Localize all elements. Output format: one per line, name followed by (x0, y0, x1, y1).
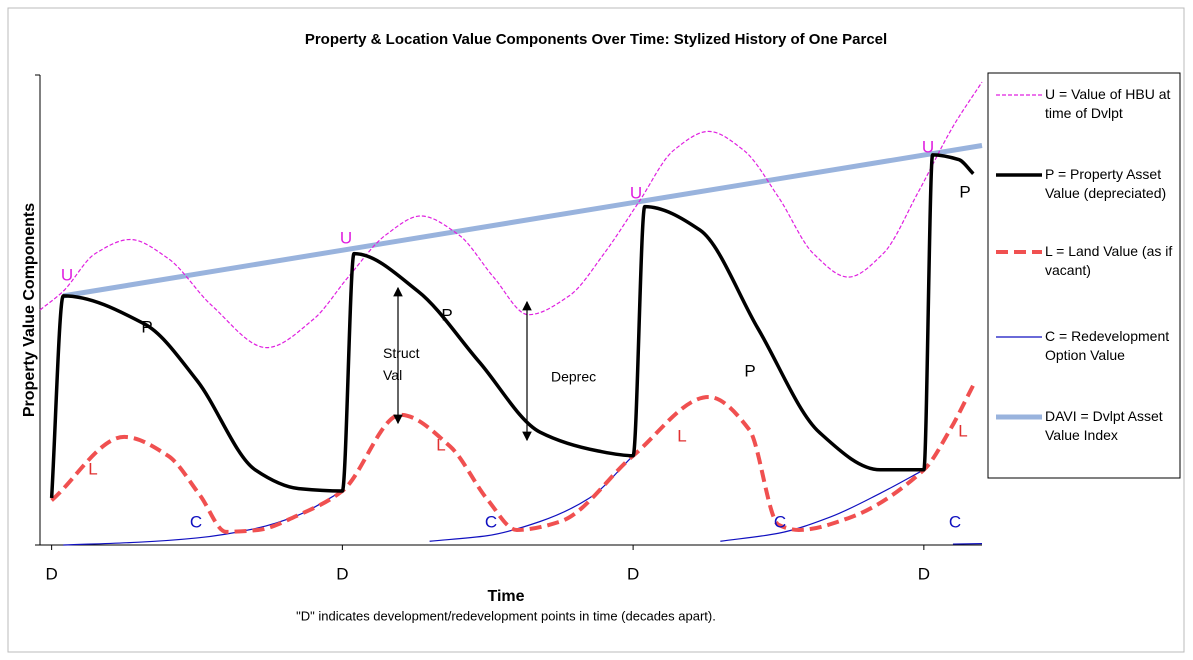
x-tick-label: D (336, 564, 348, 583)
series-line (62, 143, 983, 299)
annotation-line: Struct (383, 345, 420, 361)
annotation: U (340, 228, 352, 247)
annotation: U (922, 137, 934, 156)
legend-label: P = Property Asset Value (depreciated) (1045, 166, 1167, 201)
annotation: P (744, 361, 755, 380)
chart-title: Property & Location Value Components Ove… (305, 31, 887, 48)
series-line (63, 490, 343, 546)
annotation: L (958, 421, 967, 440)
annotation: L (677, 426, 686, 445)
legend-box (987, 72, 1181, 479)
legend-label: DAVI = Dvlpt Asset Value Index (1045, 408, 1163, 443)
legend-label: U = Value of HBU at time of Dvlpt (1045, 86, 1171, 121)
annotation-line: Val (383, 367, 402, 383)
y-axis-label: Property Value Components (21, 203, 38, 417)
note: "D" indicates development/redevelopment … (296, 608, 716, 623)
x-tick-label: D (918, 564, 930, 583)
annotation: C (190, 512, 202, 531)
annotation: C (485, 512, 497, 531)
annotation: L (88, 459, 97, 478)
legend-label: L = Land Value (as if vacant) (1045, 243, 1173, 278)
frame (7, 7, 1185, 653)
annotation: Deprec (551, 369, 596, 385)
legend-label: C = Redevelopment Option Value (1045, 328, 1170, 363)
annotation: U (630, 183, 642, 202)
series-line (39, 81, 983, 349)
series-line (429, 455, 634, 542)
x-tick-label: D (627, 564, 639, 583)
series-line (720, 469, 925, 542)
annotation: C (949, 512, 961, 531)
annotation: P (959, 182, 970, 201)
series-line (50, 384, 976, 534)
x-tick-label: D (45, 564, 57, 583)
series-line (49, 153, 975, 499)
annotation: U (61, 265, 73, 284)
annotation: P (141, 317, 152, 336)
x-axis-label: Time (487, 588, 524, 605)
annotation: Struct Val (383, 345, 420, 383)
annotation: P (441, 305, 452, 324)
annotation: C (774, 512, 786, 531)
annotation: L (436, 435, 445, 454)
